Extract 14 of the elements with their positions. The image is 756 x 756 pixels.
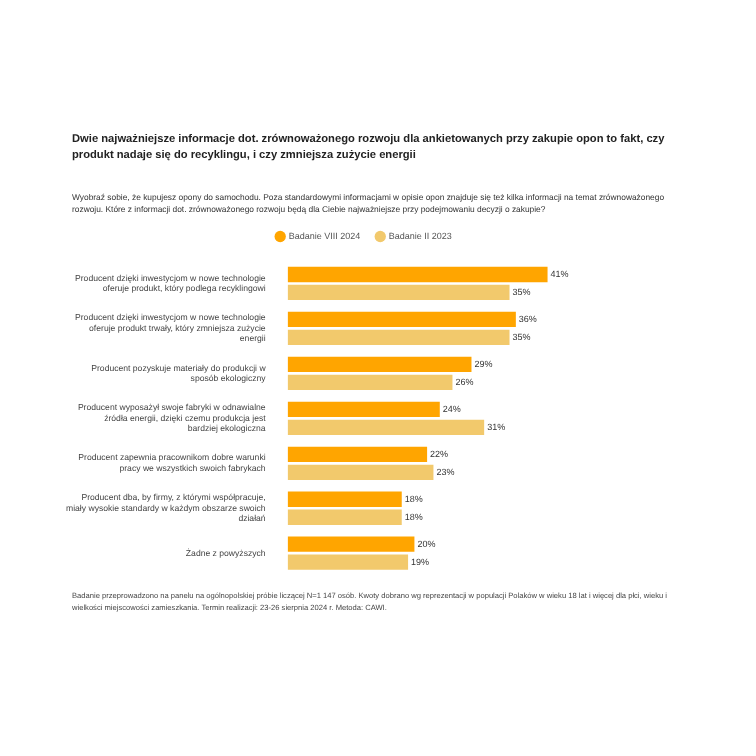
bar — [287, 329, 510, 346]
bar — [287, 374, 453, 391]
bar — [287, 536, 415, 552]
bar — [287, 554, 409, 570]
bar — [287, 284, 510, 301]
bar — [287, 401, 440, 417]
bar — [287, 311, 516, 328]
bar — [287, 356, 472, 373]
bar — [287, 509, 402, 525]
bar — [287, 491, 402, 507]
bar — [287, 266, 548, 283]
bar — [287, 446, 428, 462]
bar — [287, 464, 434, 480]
bar — [287, 419, 485, 435]
